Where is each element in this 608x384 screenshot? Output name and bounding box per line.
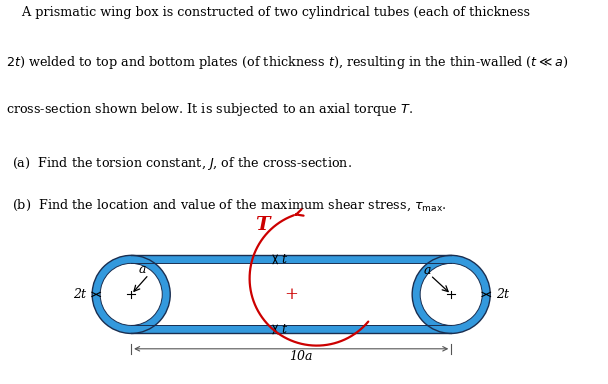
Text: a: a bbox=[423, 264, 431, 277]
Text: (a)  Find the torsion constant, $J$, of the cross-section.: (a) Find the torsion constant, $J$, of t… bbox=[12, 155, 352, 172]
Circle shape bbox=[92, 255, 170, 333]
FancyBboxPatch shape bbox=[131, 263, 451, 326]
Text: 10a: 10a bbox=[289, 350, 313, 363]
Text: t: t bbox=[281, 323, 286, 336]
Text: A prismatic wing box is constructed of two cylindrical tubes (each of thickness: A prismatic wing box is constructed of t… bbox=[6, 7, 530, 20]
Bar bbox=[131, 326, 451, 333]
Text: (b)  Find the location and value of the maximum shear stress, $\tau_{\mathrm{max: (b) Find the location and value of the m… bbox=[12, 198, 447, 213]
Text: 2t: 2t bbox=[74, 288, 86, 301]
Text: 2t: 2t bbox=[496, 288, 509, 301]
Circle shape bbox=[420, 263, 482, 326]
Text: a: a bbox=[139, 263, 146, 276]
Circle shape bbox=[412, 255, 490, 333]
Text: T: T bbox=[255, 217, 270, 235]
Circle shape bbox=[100, 263, 162, 326]
Bar bbox=[131, 255, 451, 263]
Text: +: + bbox=[285, 286, 298, 303]
Text: t: t bbox=[281, 253, 286, 266]
Text: cross-section shown below. It is subjected to an axial torque $T$.: cross-section shown below. It is subject… bbox=[6, 101, 413, 118]
Text: $2t$) welded to top and bottom plates (of thickness $t$), resulting in the thin-: $2t$) welded to top and bottom plates (o… bbox=[6, 54, 568, 71]
